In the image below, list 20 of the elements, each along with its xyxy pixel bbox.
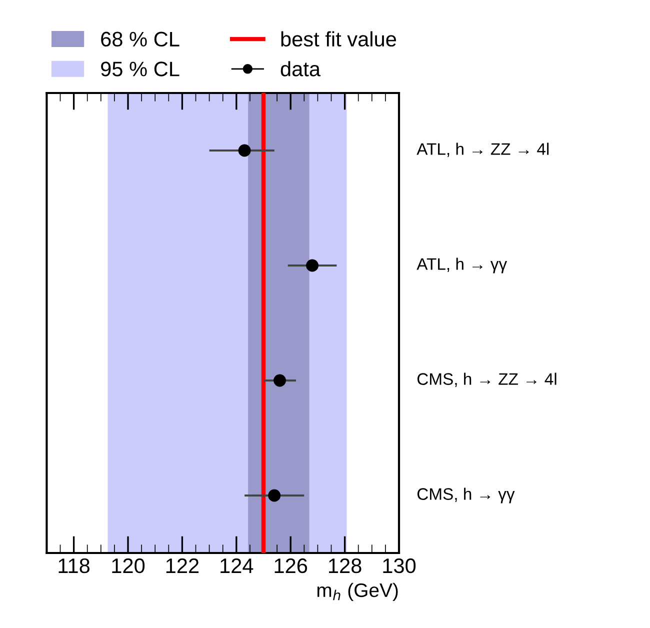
- point: [274, 374, 286, 387]
- legend-label: best fit value: [281, 31, 396, 47]
- x-tick-label: 122: [166, 558, 199, 573]
- legend-label: 68 % CL: [101, 32, 180, 47]
- point: [238, 144, 251, 157]
- legend-label: 95 % CL: [101, 62, 180, 76]
- x-tick-label: 126: [274, 558, 308, 574]
- y-tick-label: ATL, h → γγ: [416, 258, 508, 274]
- x-axis-title: m$_{h}$ (GeV): [317, 582, 398, 601]
- x-tick-label: 120: [112, 558, 145, 574]
- y-tick-label: CMS, h → γγ: [417, 488, 515, 504]
- x-tick-label: 124: [220, 558, 254, 573]
- legend-label: data: [280, 61, 321, 76]
- x-tick-label: 118: [58, 558, 90, 574]
- y-tick-label: CMS, h → ZZ → 4l: [417, 372, 556, 387]
- y-tick-label: ATL, h → ZZ → 4l: [416, 142, 549, 157]
- x-tick-label: 128: [329, 558, 362, 574]
- point: [268, 489, 281, 502]
- x-tick-label: 130: [383, 558, 416, 574]
- point: [306, 259, 319, 272]
